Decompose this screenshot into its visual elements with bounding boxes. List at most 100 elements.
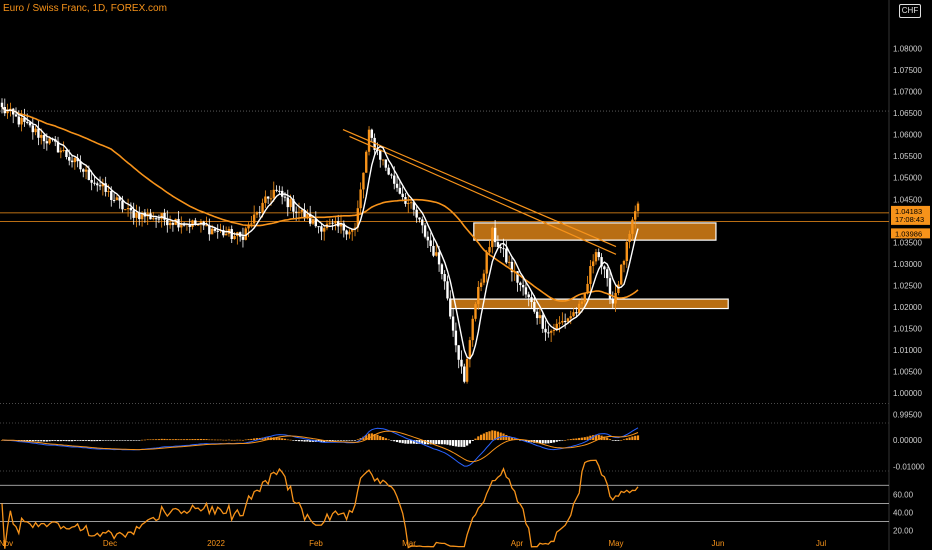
- candle: [149, 208, 152, 220]
- macd-histogram-bar: [614, 440, 617, 441]
- macd-histogram-bar: [70, 440, 74, 442]
- candle-body: [398, 187, 402, 194]
- candle-body: [45, 141, 49, 144]
- macd-histogram-bar: [398, 440, 401, 443]
- macd-histogram-bar: [101, 440, 104, 441]
- candle-body: [93, 182, 96, 184]
- macd-histogram-bar: [463, 440, 466, 447]
- candle-body: [457, 345, 460, 360]
- candle-body: [538, 315, 542, 319]
- macd-histogram-bar: [169, 439, 172, 441]
- candle: [572, 308, 575, 318]
- candle-body: [314, 219, 317, 227]
- macd-histogram-bar: [275, 437, 278, 441]
- macd-histogram-bar: [432, 440, 435, 445]
- candle: [575, 307, 578, 318]
- candle-body: [510, 261, 514, 273]
- macd-histogram-bar: [620, 439, 623, 441]
- macd-histogram-bar: [199, 438, 203, 441]
- macd-histogram-bar: [353, 440, 357, 441]
- candle: [421, 216, 424, 234]
- macd-histogram-bar: [110, 440, 113, 441]
- price-tick-label: 1.05500: [893, 152, 922, 161]
- macd-histogram-bar: [558, 440, 561, 442]
- macd-histogram-bar: [524, 440, 528, 442]
- macd-histogram-bar: [622, 439, 626, 441]
- candle: [328, 218, 332, 226]
- time-tick-label: Mar: [402, 539, 416, 548]
- time-tick-label: 2022: [207, 539, 225, 548]
- macd-histogram-bar: [367, 433, 371, 441]
- macd-histogram-bar: [348, 440, 351, 441]
- macd-histogram-bar: [365, 435, 368, 441]
- candle: [440, 263, 444, 280]
- candle-body: [437, 252, 441, 265]
- candle-body: [381, 159, 385, 161]
- candle-body: [56, 141, 60, 153]
- macd-histogram-bar: [393, 440, 396, 442]
- candle-body: [628, 233, 631, 243]
- candle-body: [493, 227, 497, 243]
- macd-histogram-bar: [219, 439, 222, 441]
- candle-body: [168, 222, 172, 226]
- macd-histogram-bar: [45, 440, 48, 442]
- candle-body: [485, 252, 488, 274]
- candle: [286, 189, 289, 217]
- candle: [628, 230, 631, 249]
- macd-histogram-bar: [40, 440, 43, 442]
- candle-body: [303, 209, 306, 219]
- macd-histogram-bar: [443, 440, 446, 445]
- candle-body: [48, 138, 51, 144]
- candle: [345, 229, 348, 241]
- candle: [351, 228, 354, 241]
- price-tick-label: 1.05000: [893, 174, 922, 183]
- macd-histogram-bar: [177, 439, 180, 441]
- countdown-label: 17:08:43: [895, 215, 924, 224]
- macd-histogram-bar: [440, 440, 443, 445]
- candle-body: [42, 135, 46, 142]
- candle-body: [140, 212, 144, 220]
- currency-button[interactable]: CHF: [899, 4, 921, 18]
- candle: [552, 323, 556, 336]
- macd-histogram-bar: [586, 436, 589, 441]
- macd-histogram-bar: [98, 440, 102, 441]
- candle-body: [174, 218, 177, 225]
- candle: [56, 136, 60, 153]
- macd-histogram-bar: [62, 440, 65, 441]
- candle-body: [323, 228, 326, 232]
- macd-histogram-bar: [491, 430, 494, 441]
- candle: [519, 281, 522, 292]
- candle: [31, 116, 35, 140]
- level-price-label: 1.03986: [895, 229, 922, 238]
- macd-histogram-bar: [126, 440, 130, 441]
- candle: [146, 208, 149, 226]
- candle-body: [283, 196, 287, 198]
- candle-body: [370, 129, 374, 138]
- macd-line: [1, 427, 639, 467]
- candle: [468, 336, 472, 368]
- macd-histogram-bar: [222, 439, 225, 441]
- candle-body: [619, 264, 623, 285]
- candle-body: [496, 242, 500, 248]
- macd-histogram-bar: [118, 440, 121, 441]
- macd-histogram-bar: [197, 439, 200, 441]
- macd-histogram-bar: [104, 440, 107, 441]
- candle: [202, 220, 205, 231]
- candle-body: [289, 199, 292, 208]
- macd-histogram-bar: [395, 440, 399, 443]
- candle: [70, 154, 74, 168]
- candle: [533, 295, 536, 314]
- macd-histogram-bar: [225, 439, 228, 441]
- candle: [3, 98, 7, 117]
- macd-histogram-bar: [107, 440, 110, 441]
- candle-body: [591, 261, 595, 267]
- candle-body: [14, 114, 18, 117]
- candle-body: [603, 266, 606, 270]
- macd-histogram-bar: [188, 439, 191, 441]
- candle-body: [409, 202, 413, 204]
- macd-histogram-bar: [552, 440, 556, 443]
- macd-histogram-bar: [76, 440, 79, 441]
- candle: [549, 329, 553, 343]
- candle: [59, 147, 63, 159]
